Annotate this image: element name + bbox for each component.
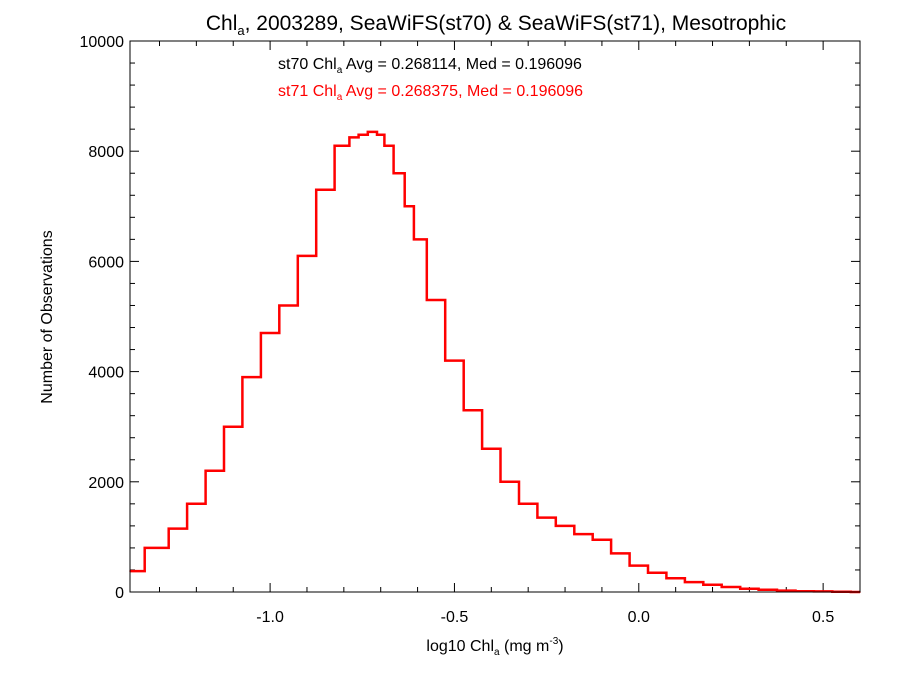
data-point <box>656 571 659 574</box>
data-point <box>213 469 216 472</box>
data-point <box>398 172 400 175</box>
data-point <box>416 238 419 241</box>
data-point <box>637 564 640 567</box>
y-tick-label: 8000 <box>88 144 124 161</box>
x-axis-label: log10 Chla (mg m-3) <box>426 636 563 658</box>
annotation-st70: st70 Chla Avg = 0.268114, Med = 0.196096 <box>278 56 582 76</box>
data-point <box>158 547 161 549</box>
y-tick-label: 2000 <box>88 475 124 492</box>
x-tick-label: -0.5 <box>441 609 469 626</box>
data-point <box>379 133 382 136</box>
plot-frame <box>129 40 861 593</box>
data-point <box>361 133 364 136</box>
data-point <box>372 131 375 133</box>
data-point <box>324 188 327 191</box>
data-point <box>453 359 456 362</box>
data-point <box>693 581 695 583</box>
data-point <box>472 409 474 411</box>
y-tick-label: 4000 <box>88 365 124 382</box>
data-point <box>387 144 389 147</box>
data-point <box>306 255 308 257</box>
data-point <box>343 144 345 147</box>
data-point <box>564 525 566 527</box>
data-point <box>354 136 356 139</box>
data-point <box>785 589 788 592</box>
data-point <box>674 577 677 580</box>
axis-ticks: 0 2000 4000 6000 8000 10000 -1.0 -0.5 0.0 0.5 <box>80 34 861 626</box>
data-point <box>619 552 622 555</box>
data-point <box>287 304 290 307</box>
series-layer <box>129 130 861 594</box>
data-point <box>767 588 769 591</box>
data-point <box>177 527 179 530</box>
data-point <box>527 503 529 505</box>
data-point <box>232 425 235 428</box>
annotation-st71: st71 Chla Avg = 0.268375, Med = 0.196096 <box>278 83 583 103</box>
data-point <box>582 533 585 535</box>
x-tick-label: -1.0 <box>256 609 284 626</box>
chart-title: Chla, 2003289, SeaWiFS(st70) & SeaWiFS(s… <box>206 12 786 38</box>
y-tick-label: 0 <box>115 585 124 602</box>
data-point <box>508 481 511 483</box>
data-point <box>748 587 751 590</box>
series-line <box>130 130 860 594</box>
y-tick-label: 6000 <box>88 254 124 271</box>
data-point <box>435 299 437 301</box>
data-point <box>195 503 198 505</box>
data-point <box>545 516 548 519</box>
data-point <box>711 584 714 586</box>
y-tick-label: 10000 <box>80 34 125 51</box>
data-point <box>730 586 732 588</box>
x-tick-label: 0.0 <box>628 609 650 626</box>
data-point <box>269 332 271 334</box>
y-axis-label: Number of Observations <box>39 230 56 403</box>
x-tick-label: 0.5 <box>812 609 834 626</box>
data-point <box>250 376 253 378</box>
data-point <box>409 205 412 208</box>
data-point <box>490 447 493 450</box>
data-point <box>601 538 603 541</box>
